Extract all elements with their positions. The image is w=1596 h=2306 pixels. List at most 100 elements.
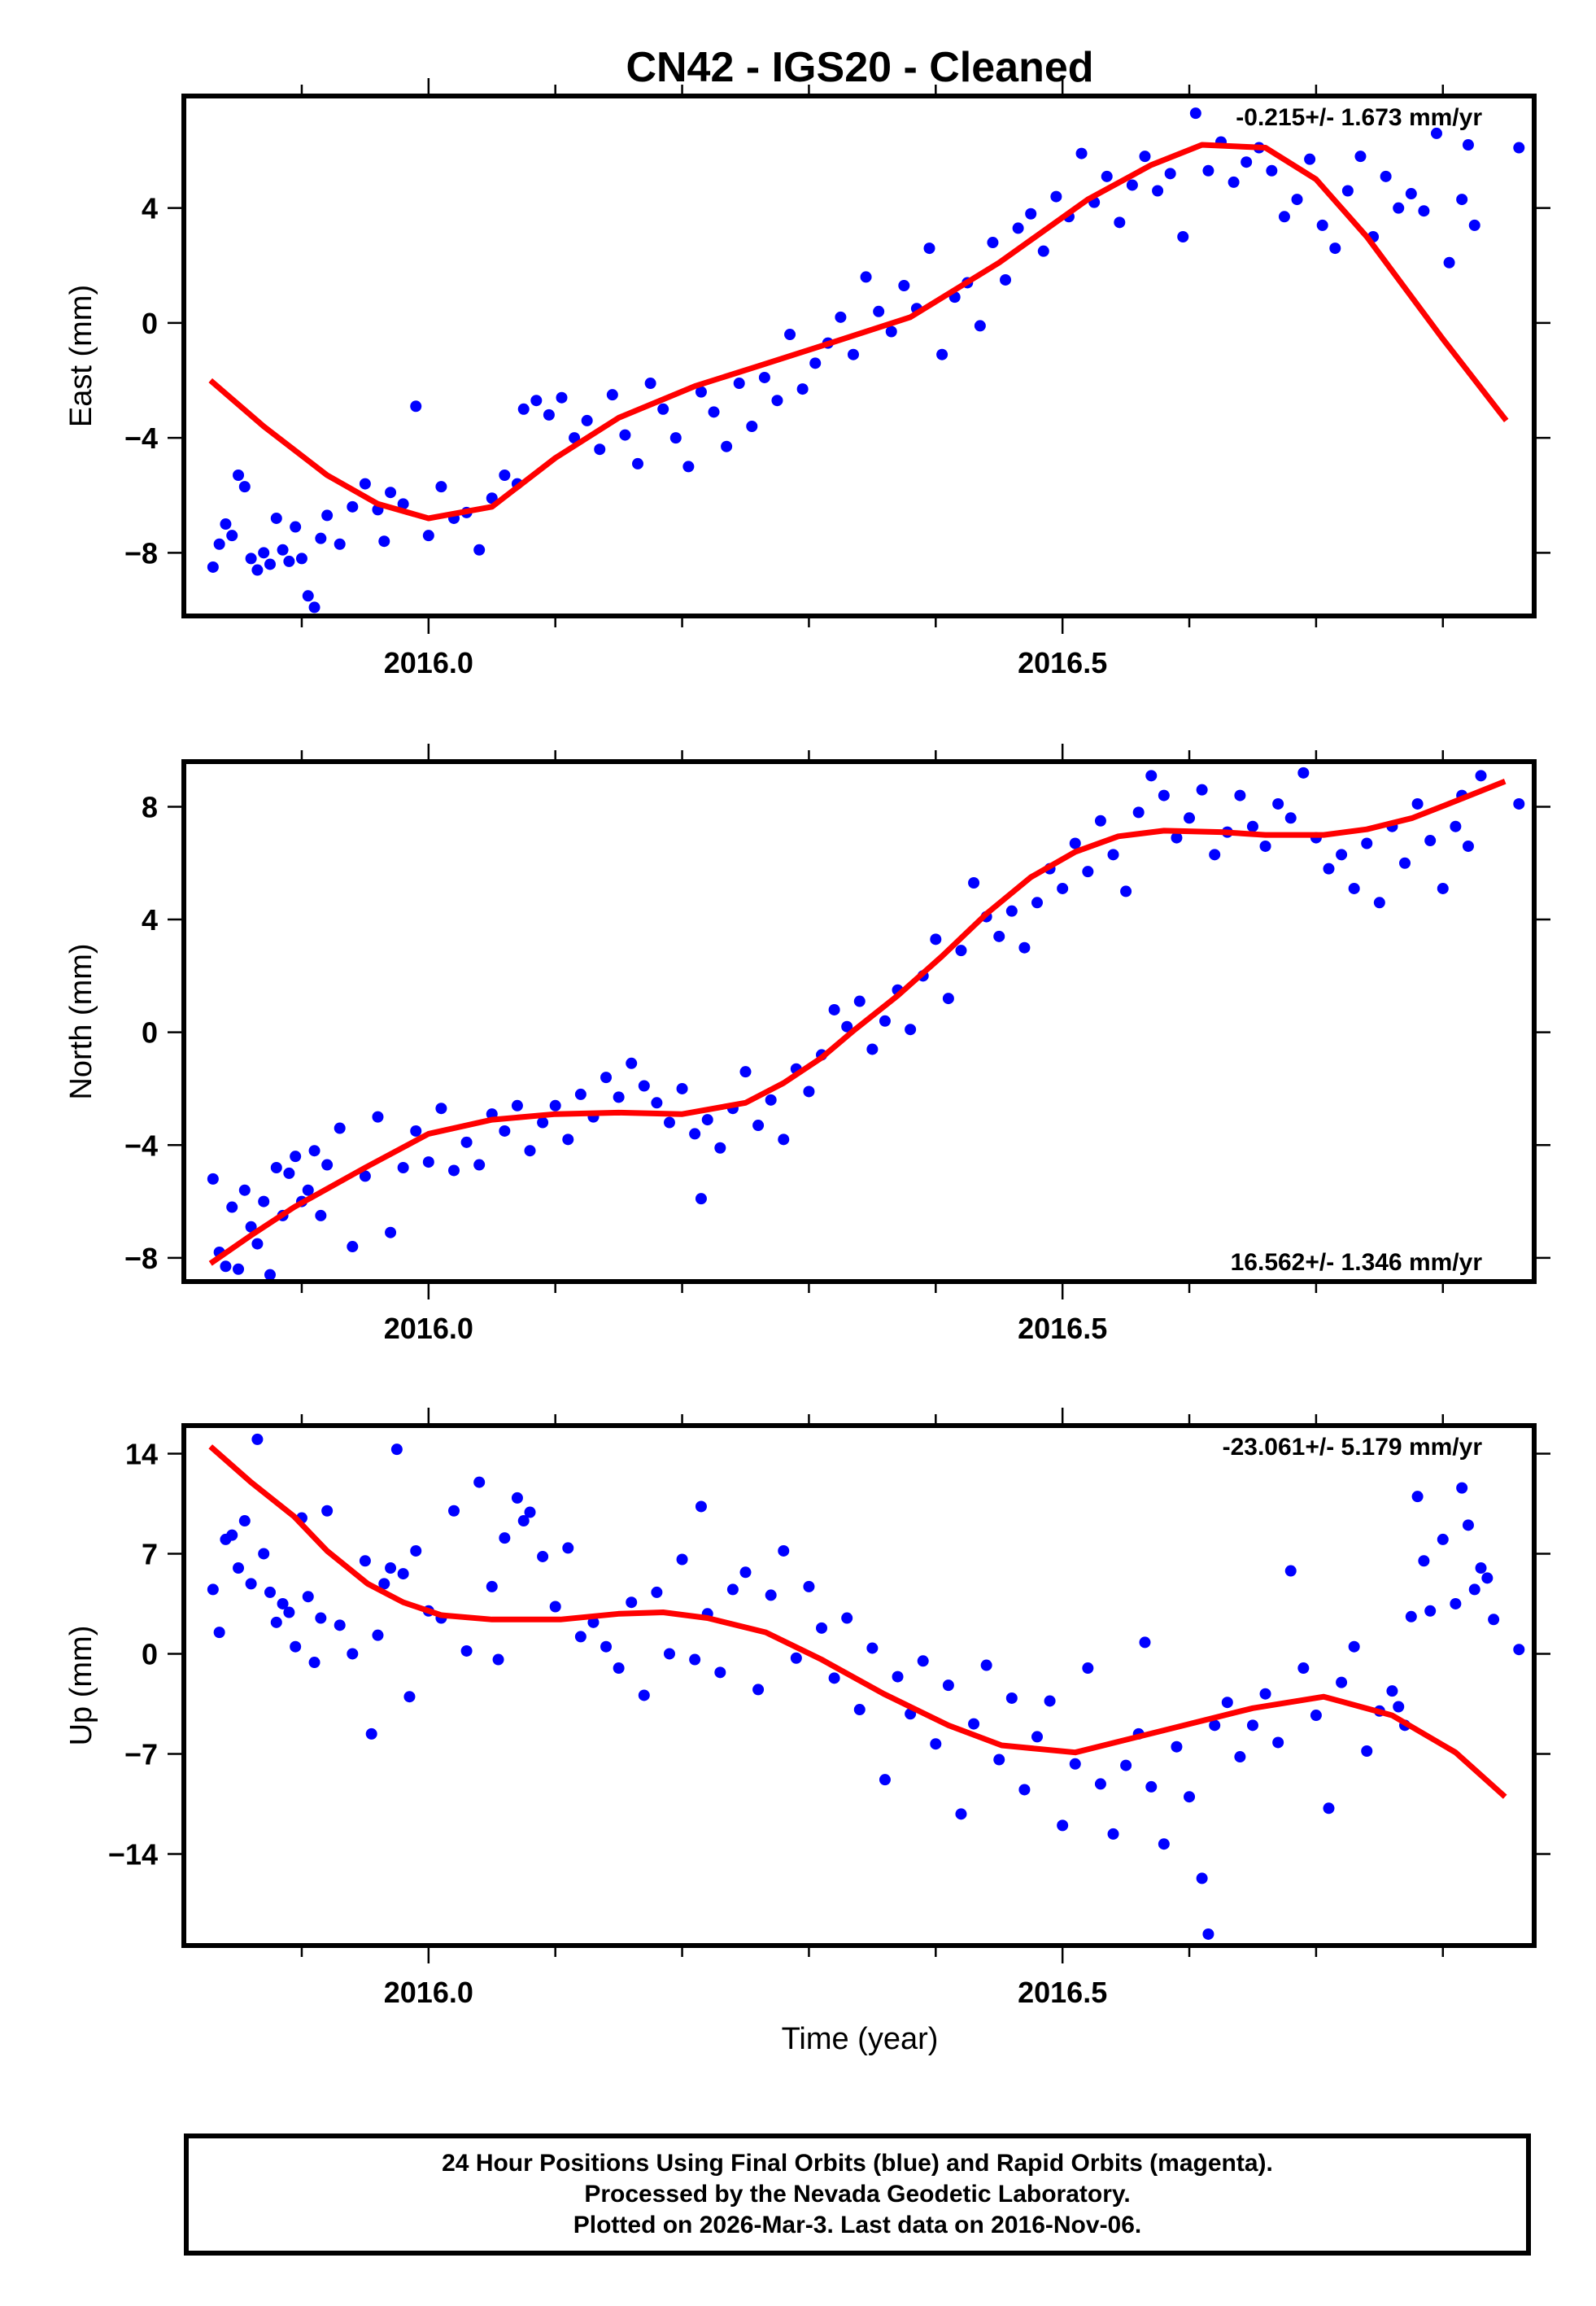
data-point [619,429,631,441]
data-point [537,1116,549,1129]
data-point [1057,1819,1069,1832]
data-point [626,1057,638,1069]
data-point [448,1505,460,1517]
y-tick-label: −8 [124,1242,158,1275]
data-point [714,1142,726,1154]
data-point [385,1226,397,1238]
x-tick-label: 2016.0 [384,1976,473,2009]
data-point [226,1529,238,1541]
data-point [524,1506,536,1518]
data-point [726,1583,739,1596]
data-point [828,1003,840,1015]
data-point [207,1173,219,1185]
data-point [1259,1688,1271,1700]
data-point [1291,194,1303,206]
data-point [828,1672,840,1684]
data-point [1411,1491,1424,1503]
data-point [1348,882,1360,894]
fit-curve [208,779,1507,1266]
data-point [898,280,910,292]
data-point [841,1612,853,1624]
data-point [1456,194,1468,206]
data-point [574,1631,587,1643]
data-point [1101,170,1113,182]
data-point [676,1082,688,1094]
data-point [410,1125,422,1137]
data-point [689,1128,701,1140]
y-tick-label: −8 [124,536,158,570]
data-point [385,487,397,499]
data-point [1468,1583,1480,1596]
data-point [1297,766,1310,779]
data-point [226,1201,238,1213]
data-point [517,403,530,415]
data-point [1272,1736,1284,1749]
data-point [397,1162,409,1174]
data-point [1437,1533,1449,1545]
data-point [993,1754,1005,1766]
data-point [955,945,967,957]
data-point [632,457,644,469]
data-point [613,1091,625,1103]
y-tick-label: 0 [142,307,158,340]
data-point [853,1704,866,1716]
data-point [1424,835,1437,847]
data-point [1202,1928,1214,1940]
data-point [1297,1662,1310,1675]
data-point [682,461,695,473]
data-point [1513,142,1525,154]
data-point [321,509,334,522]
velocity-rate-label: 16.562+/- 1.346 mm/yr [1231,1249,1483,1276]
data-point [1284,812,1297,824]
data-point [1272,797,1284,810]
data-point [613,1662,625,1675]
data-point [302,1184,314,1196]
data-point [1399,857,1411,869]
y-tick-label: −4 [124,1129,158,1162]
data-point [290,521,302,533]
data-point [892,1671,904,1683]
data-point [283,1606,295,1618]
data-point [936,348,948,360]
data-point [1031,1731,1043,1743]
data-point [695,386,707,398]
data-point [746,420,758,432]
data-point [473,1159,486,1171]
data-point [1310,1710,1322,1722]
footer-info-box: 24 Hour Positions Using Final Orbits (bl… [184,2133,1531,2256]
data-point [1481,1572,1494,1584]
data-point [1012,222,1024,234]
data-point [1126,179,1138,191]
data-point [1405,1610,1417,1622]
data-point [1437,882,1449,894]
data-point [233,1562,245,1574]
data-point [587,1616,600,1628]
data-point [238,1515,251,1527]
data-point [251,1433,264,1445]
data-point [708,406,720,418]
data-point [1418,1555,1430,1567]
data-point [714,1666,726,1679]
data-point [866,1043,879,1055]
data-point [1018,941,1031,954]
data-point [1031,897,1043,909]
data-point [295,552,307,565]
data-point [1120,1759,1132,1771]
data-point [733,378,745,390]
data-point [1304,153,1316,165]
data-point [923,242,935,255]
y-tick-label: 4 [142,903,158,937]
data-point [1184,1791,1196,1803]
panel-north: 2016.0 2016.5 8 4 0 −4 −8 North (mm) 16.562+/- 1… [64,744,1550,1345]
data-point [264,1586,276,1598]
data-point [987,237,999,249]
data-point [1468,219,1480,231]
data-point [372,1629,384,1641]
data-point [695,1193,707,1205]
footer-line-processed-by: Processed by the Nevada Geodetic Laborat… [584,2181,1131,2208]
data-point [1424,1605,1437,1617]
data-point [1228,176,1240,188]
data-point [1005,1692,1018,1704]
data-point [1393,202,1405,214]
velocity-rate-label: -23.061+/- 5.179 mm/yr [1223,1434,1483,1461]
